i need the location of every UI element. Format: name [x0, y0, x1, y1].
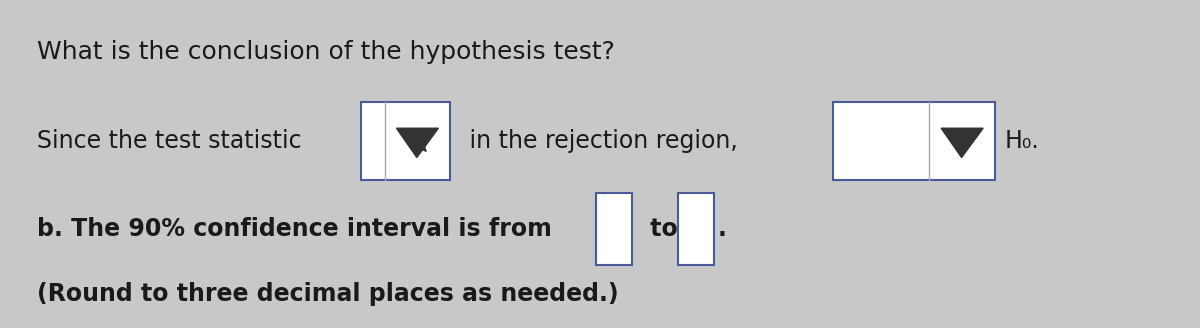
- Text: Since the test statistic: Since the test statistic: [37, 129, 310, 153]
- FancyBboxPatch shape: [678, 193, 714, 265]
- FancyBboxPatch shape: [596, 193, 632, 265]
- Text: in the rejection region,: in the rejection region,: [462, 129, 745, 153]
- Text: What is the conclusion of the hypothesis test?: What is the conclusion of the hypothesis…: [37, 40, 616, 64]
- Text: (Round to three decimal places as needed.): (Round to three decimal places as needed…: [37, 282, 619, 306]
- FancyBboxPatch shape: [834, 102, 995, 180]
- Text: to: to: [642, 217, 686, 241]
- Polygon shape: [396, 128, 438, 157]
- Text: H₀.: H₀.: [1004, 129, 1039, 153]
- Text: b. The 90% confidence interval is from: b. The 90% confidence interval is from: [37, 217, 560, 241]
- Polygon shape: [941, 128, 983, 157]
- Text: .: .: [718, 217, 726, 241]
- FancyBboxPatch shape: [360, 102, 450, 180]
